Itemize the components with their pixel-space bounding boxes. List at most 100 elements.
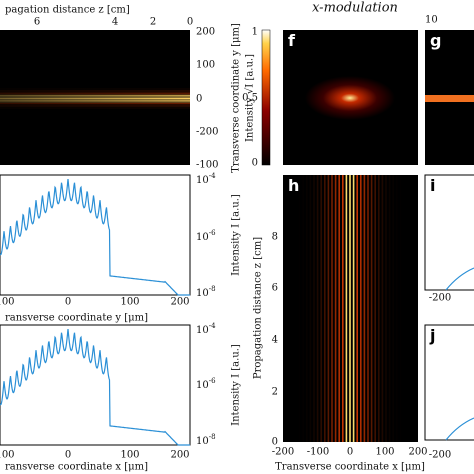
tick-label: 10-8 (196, 433, 216, 447)
heat-streak (360, 175, 362, 442)
heat-streak (392, 175, 394, 442)
tick-label: 10 (425, 15, 438, 26)
tick-label: -100 (196, 160, 218, 171)
intensity-curve (445, 267, 474, 291)
panel-label: j (429, 326, 435, 345)
heat-streak (363, 175, 366, 442)
tick-exp: -4 (209, 172, 216, 180)
tick-label: 0 (252, 158, 258, 169)
tick-label: 200 (170, 297, 189, 308)
tick-label: 0 (272, 437, 278, 448)
heat-streak (388, 175, 391, 442)
intensity-curve (0, 178, 190, 296)
tick-base: 10 (196, 288, 209, 299)
tick-label: -200 (429, 450, 451, 461)
tick-label: 100 (0, 450, 15, 461)
tick-base: 10 (196, 232, 209, 243)
tick-label: 0 (187, 17, 193, 28)
heat-streak (374, 175, 376, 442)
panel-label: f (288, 31, 296, 50)
panel-label: g (430, 31, 441, 50)
heat-streak (396, 175, 398, 442)
tick-label: 10-6 (196, 377, 216, 391)
heat-streak (367, 175, 369, 442)
y-label: Intensity √I [a.u.] (245, 54, 256, 142)
heat-streak (342, 175, 344, 442)
heat-streak (306, 175, 308, 442)
tick-exp: -4 (209, 322, 216, 330)
heat-streak (320, 175, 322, 442)
heatmap-g-band (425, 95, 474, 102)
tick-label: 10-8 (196, 285, 216, 299)
heat-streak (385, 175, 387, 442)
heat-streak (381, 175, 384, 442)
tick-label: 0 (65, 450, 71, 461)
tick-label: 8 (272, 232, 278, 243)
heat-streak (324, 175, 326, 442)
tick-label: 200 (170, 450, 189, 461)
heat-fade (0, 30, 190, 165)
heat-streak (302, 175, 304, 442)
heat-streak (370, 175, 373, 442)
y-label: Intensity I [a.u.] (231, 194, 242, 276)
tick-label: 10-6 (196, 229, 216, 243)
tick-label: -100 (307, 447, 329, 458)
tick-label: 10-4 (196, 172, 216, 186)
tick-label: 10-4 (196, 322, 216, 336)
tick-label: 100 (0, 297, 15, 308)
panel-label: h (288, 176, 299, 195)
tick-label: 0.5 (242, 93, 258, 104)
x-label: ransverse coordinate x [μm] (5, 462, 148, 473)
tick-label: 0 (196, 94, 202, 105)
tick-label: 100 (120, 297, 139, 308)
frame-j (424, 324, 474, 441)
heat-streak (352, 175, 355, 442)
heat-streak (316, 175, 319, 442)
frame-i (424, 174, 474, 291)
tick-label: 0 (347, 447, 353, 458)
tick-label: 100 (120, 450, 139, 461)
y-label: Propagation distance z [cm] (253, 237, 264, 379)
tick-label: 0 (65, 297, 71, 308)
tick-label: -200 (272, 447, 294, 458)
tick-base: 10 (196, 175, 209, 186)
tick-base: 10 (196, 325, 209, 336)
heat-streak (313, 175, 315, 442)
heat-streak (378, 175, 380, 442)
heat-streak (349, 175, 351, 442)
tick-label: 6 (272, 283, 278, 294)
tick-exp: -8 (209, 433, 216, 441)
tick-label: 100 (375, 447, 394, 458)
x-label: Transverse coordinate x [μm] (275, 462, 425, 473)
y-label: Transverse coordinate y [μm] (231, 23, 242, 173)
tick-base: 10 (196, 436, 209, 447)
tick-label: 4 (112, 17, 118, 28)
x-label: ransverse coordinate y [μm] (5, 313, 148, 324)
heat-streak (309, 175, 312, 442)
tick-label: 100 (196, 60, 215, 71)
heatmaps (0, 29, 474, 446)
heat-streak (299, 175, 301, 442)
heat-streak (356, 175, 358, 442)
heat-streak (331, 175, 333, 442)
tick-label: 200 (408, 447, 427, 458)
tick-label: 6 (34, 17, 40, 28)
figure-title: x-modulation (312, 1, 398, 16)
heat-streak (327, 175, 330, 442)
tick-label: -200 (196, 127, 218, 138)
intensity-curve (0, 328, 190, 446)
tick-base: 10 (196, 380, 209, 391)
intensity-curve (445, 417, 474, 441)
tick-label: 2 (272, 387, 278, 398)
heat-streak (345, 175, 348, 442)
tick-label: 1 (252, 27, 258, 38)
frame-mid (0, 174, 191, 296)
tick-label: 2 (150, 17, 156, 28)
tick-exp: -8 (209, 285, 216, 293)
heat-streak (338, 175, 340, 442)
heat-streak (334, 175, 337, 442)
x-label: pagation distance z [cm] (5, 5, 130, 16)
panel-label: i (430, 176, 435, 195)
tick-label: 4 (272, 335, 278, 346)
